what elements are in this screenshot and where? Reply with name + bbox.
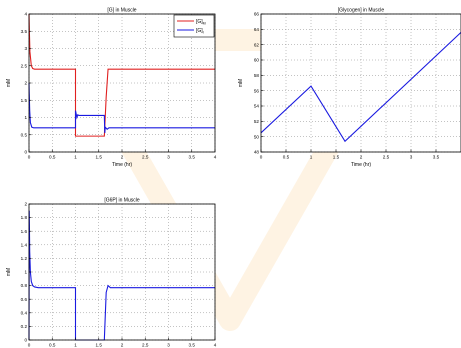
x-tick-label: 3.5 [433,155,440,160]
x-tick-label: 3.5 [189,343,196,348]
y-tick-label: 0.5 [21,132,28,137]
chart-title: [G6P] in Muscle [104,198,140,204]
x-tick-label: 0 [260,155,263,160]
x-tick-label: 1.5 [96,343,103,348]
x-tick-label: 1 [74,343,77,348]
legend-box [173,14,215,38]
x-tick-label: 1 [74,155,77,160]
chart-title: [G] in Muscle [107,8,136,14]
x-tick-label: 1 [310,155,313,160]
series-line-0 [260,31,461,143]
y-tick-label: 56 [254,88,260,93]
series-line-0 [28,13,215,137]
y-tick-label: 64 [254,27,260,32]
x-tick-label: 3 [167,343,170,348]
x-tick-label: 0 [28,343,31,348]
y-tick-label: 60 [254,58,260,63]
x-tick-label: 1.5 [333,155,340,160]
y-tick-label: 1.6 [21,229,28,234]
x-tick-label: 0 [28,155,31,160]
x-tick-label: 4 [214,343,217,348]
x-tick-label: 4 [214,155,217,160]
x-tick-label: 2 [121,155,124,160]
legend-subscript: I [203,30,204,34]
x-tick-label: 2.5 [383,155,390,160]
chart-title: [Glycogen] in Muscle [338,8,385,14]
y-tick-label: 50 [254,134,260,139]
y-tick-label: 54 [254,104,260,109]
y-tick-label: 1.8 [21,215,28,220]
x-tick-label: 0.5 [49,343,56,348]
y-tick-label: 3.5 [21,29,28,34]
x-axis-label: Time (hr) [112,162,132,168]
y-tick-label: 3 [24,46,27,51]
chart-glycogen-in-muscle: 0 0.5 1 1.5 2 2.5 3 3.5 48 50 52 54 56 58 60 62 64 66 [Gly… [238,8,461,168]
y-tick-label: 0.2 [21,324,28,329]
y-tick-label: 0.6 [21,297,28,302]
series-line-1 [28,82,215,134]
y-tick-label: 4 [24,12,27,17]
y-axis-label: mM [6,268,12,276]
x-tick-label: 2 [360,155,363,160]
y-tick-label: 62 [254,42,260,47]
y-tick-label: 0 [24,150,27,155]
y-tick-label: 2.5 [21,63,28,68]
y-tick-label: 2 [24,202,27,207]
y-tick-label: 48 [254,150,260,155]
x-tick-label: 3.5 [189,155,196,160]
legend-name: [G] [196,28,203,34]
series-line-0 [28,210,215,341]
x-tick-label: 0.5 [283,155,290,160]
x-tick-label: 3 [410,155,413,160]
legend-entry-0: [G]M [196,19,206,26]
chart-g-in-muscle: 0 0.5 1 1.5 2 2.5 3 3.5 4 0 0.5 1 1.5 2 2.5 3 3.5 4 [G] in… [6,8,217,169]
x-tick-label: 0.5 [49,155,56,160]
x-tick-label: 1.5 [96,155,103,160]
y-tick-label: 1 [24,270,27,275]
x-tick-label: 2.5 [142,155,149,160]
y-tick-label: 2 [24,81,27,86]
x-axis-label: Time (hr) [351,162,371,168]
y-tick-label: 58 [254,73,260,78]
legend-subscript: M [203,21,206,25]
x-tick-label: 3 [167,155,170,160]
y-tick-label: 1.5 [21,98,28,103]
y-tick-label: 1 [24,115,27,120]
legend-entry-1: [G]I [196,28,204,35]
y-axis-label: mM [238,79,244,87]
y-tick-label: 0 [24,338,27,343]
x-tick-label: 2 [121,343,124,348]
y-tick-label: 0.8 [21,283,28,288]
y-axis-label: mM [6,79,12,87]
chart-g6p-in-muscle: 0 0.5 1 1.5 2 2.5 3 3.5 4 0 0.2 0.4 0.6 0.8 1 1.2 1.4 1.6… [6,198,217,348]
y-tick-label: 1.4 [21,242,28,247]
y-tick-label: 1.2 [21,256,28,261]
y-tick-label: 52 [254,119,260,124]
x-tick-label: 2.5 [142,343,149,348]
y-tick-label: 0.4 [21,310,28,315]
legend-name: [G] [196,19,203,25]
y-tick-label: 66 [254,12,260,17]
